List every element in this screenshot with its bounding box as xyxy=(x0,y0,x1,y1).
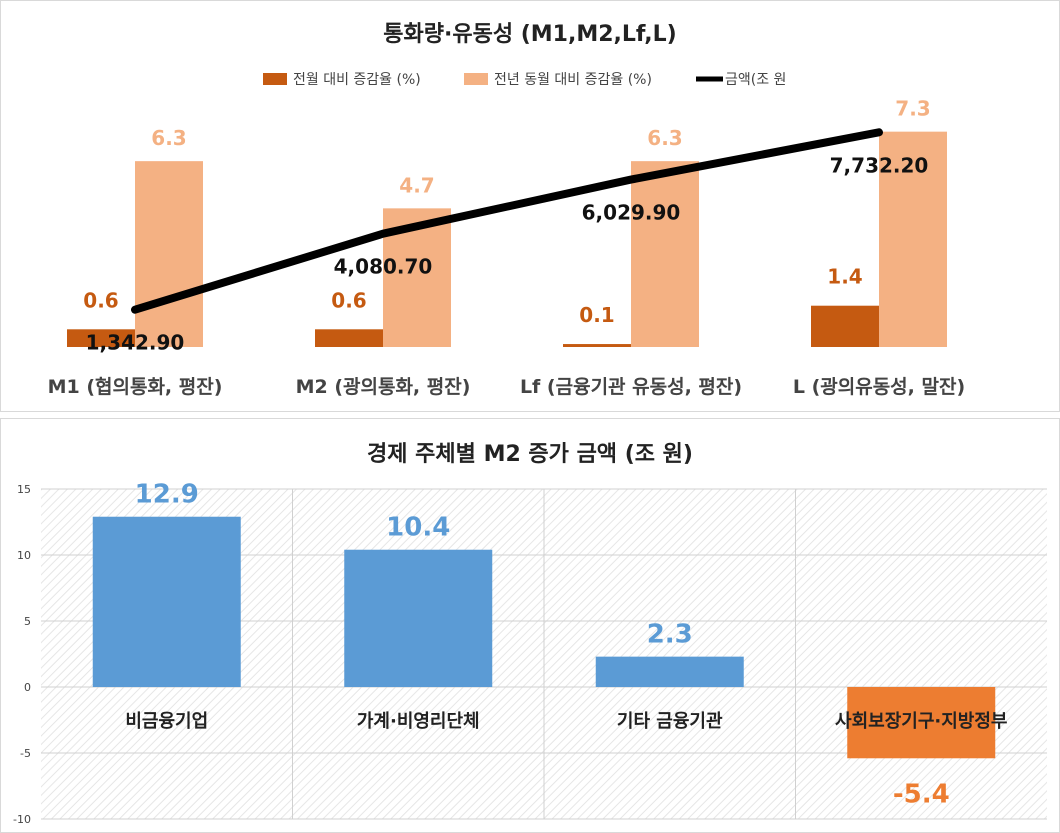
data-label-yoy: 7.3 xyxy=(895,97,930,121)
y-tick-label: -5 xyxy=(20,747,31,760)
data-label-amount: 7,732.20 xyxy=(830,153,929,177)
chart-panel-m2-by-sector: 경제 주체별 M2 증가 금액 (조 원) 15 10 5 0 -5 -10 12.9 비금… xyxy=(0,418,1060,833)
data-label-yoy: 6.3 xyxy=(647,126,682,150)
y-tick-label: 15 xyxy=(17,483,31,496)
category-label: L (광의유동성, 말잔) xyxy=(793,376,965,398)
bar-mom xyxy=(67,329,135,347)
y-tick-label: 0 xyxy=(24,681,31,694)
chart-panel-money-supply: 통화량·유동성 (M1,M2,Lf,L) 전월 대비 증감율 (%) 전년 동월… xyxy=(0,0,1060,412)
bar-mom xyxy=(563,344,631,347)
data-label-mom: 0.6 xyxy=(331,288,366,312)
data-label-amount: 1,342.90 xyxy=(86,331,185,355)
bar-m2-increase xyxy=(92,516,241,687)
money-supply-chart: 통화량·유동성 (M1,M2,Lf,L) 전월 대비 증감율 (%) 전년 동월… xyxy=(48,22,966,398)
data-label: -5.4 xyxy=(893,779,950,809)
legend-label-amount: 금액(조 원 xyxy=(725,72,786,88)
data-label-mom: 0.1 xyxy=(579,303,614,327)
legend-swatch-yoy xyxy=(464,73,488,85)
y-tick-label: 5 xyxy=(24,615,31,628)
data-label-mom: 0.6 xyxy=(83,288,118,312)
bar-mom xyxy=(811,305,879,347)
data-label-yoy: 6.3 xyxy=(151,126,186,150)
bar-m2-increase xyxy=(344,549,493,687)
category-label: 기타 금융기관 xyxy=(617,711,723,732)
y-tick-label: 10 xyxy=(17,549,31,562)
data-label-amount: 4,080.70 xyxy=(334,255,433,279)
line-amount xyxy=(131,128,883,314)
legend-swatch-mom xyxy=(263,73,287,85)
bar-yoy xyxy=(631,161,699,347)
chart-title: 통화량·유동성 (M1,M2,Lf,L) xyxy=(383,22,676,47)
data-label: 12.9 xyxy=(135,480,199,510)
category-label: M2 (광의통화, 평잔) xyxy=(296,376,471,398)
data-label-mom: 1.4 xyxy=(827,265,862,289)
m2-by-sector-chart: 경제 주체별 M2 증가 금액 (조 원) 15 10 5 0 -5 -10 12.9 비금… xyxy=(13,442,1047,826)
data-label: 10.4 xyxy=(386,513,450,543)
category-label: 가계·비영리단체 xyxy=(357,711,480,732)
y-tick-label: -10 xyxy=(13,813,31,826)
bar-yoy xyxy=(879,131,947,347)
category-label: M1 (협의통화, 평잔) xyxy=(48,376,223,398)
legend-label-yoy: 전년 동월 대비 증감율 (%) xyxy=(494,72,652,88)
bar-m2-increase xyxy=(847,687,996,759)
data-label-amount: 6,029.90 xyxy=(582,201,681,225)
data-label-yoy: 4.7 xyxy=(399,173,434,197)
chart-title: 경제 주체별 M2 증가 금액 (조 원) xyxy=(367,442,693,467)
legend-label-mom: 전월 대비 증감율 (%) xyxy=(293,72,421,88)
data-label: 2.3 xyxy=(647,620,693,650)
category-label: 비금융기업 xyxy=(125,711,208,732)
bar-m2-increase xyxy=(595,656,744,687)
bar-mom xyxy=(315,329,383,347)
category-label: 사회보장기구·지방정부 xyxy=(835,711,1007,732)
bar-yoy xyxy=(135,161,203,347)
category-label: Lf (금융기관 유동성, 평잔) xyxy=(520,376,742,398)
